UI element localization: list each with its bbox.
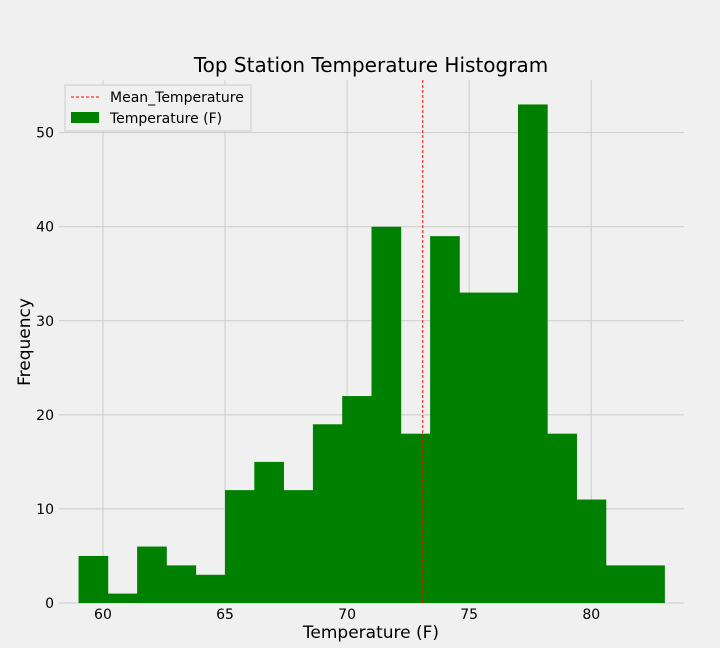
legend-temperature-label: Temperature (F) — [109, 111, 222, 127]
histogram-bar — [195, 574, 226, 603]
legend-box — [64, 84, 252, 132]
histogram-bar — [635, 565, 665, 603]
x-tick-label: 80 — [582, 607, 600, 623]
x-axis-label: Temperature (F) — [302, 623, 439, 643]
histogram-bar — [400, 433, 431, 603]
histogram-bar — [459, 292, 490, 603]
histogram-bar — [137, 546, 167, 603]
histogram-bar — [107, 593, 138, 603]
y-tick-label: 40 — [36, 220, 54, 236]
histogram-bar — [166, 565, 197, 603]
histogram-bar — [430, 236, 460, 604]
histogram-bar — [254, 461, 285, 603]
y-tick-label: 50 — [36, 126, 54, 142]
histogram-bar — [283, 490, 314, 603]
histogram-bars — [78, 104, 665, 604]
x-tick-label: 60 — [94, 607, 112, 623]
y-axis-ticks: 0 10 20 30 40 50 — [36, 126, 54, 612]
histogram-bar — [78, 555, 109, 603]
histogram-bar — [225, 490, 255, 603]
x-tick-label: 75 — [460, 607, 478, 623]
histogram-bar — [605, 565, 636, 603]
histogram-bar — [517, 104, 548, 603]
y-axis-label: Frequency — [15, 298, 35, 386]
chart-title: Top Station Temperature Histogram — [193, 53, 548, 77]
histogram-bar — [371, 226, 402, 603]
x-tick-label: 70 — [338, 607, 356, 623]
histogram-bar — [576, 499, 607, 603]
histogram-bar — [488, 292, 519, 603]
histogram-bar — [312, 424, 343, 603]
y-tick-label: 20 — [36, 408, 54, 424]
y-tick-label: 0 — [45, 596, 54, 612]
y-tick-label: 10 — [36, 502, 54, 518]
legend-temperature-swatch — [71, 112, 99, 123]
x-axis-ticks: 60 65 70 75 80 — [94, 607, 600, 623]
histogram-bar — [547, 433, 577, 603]
x-tick-label: 65 — [216, 607, 234, 623]
y-tick-label: 30 — [36, 314, 54, 330]
legend: Mean_Temperature Temperature (F) — [64, 84, 252, 132]
histogram-bar — [342, 396, 372, 603]
legend-mean-label: Mean_Temperature — [110, 90, 244, 106]
